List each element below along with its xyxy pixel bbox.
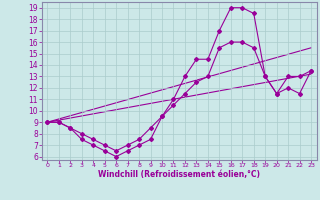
X-axis label: Windchill (Refroidissement éolien,°C): Windchill (Refroidissement éolien,°C) <box>98 170 260 179</box>
